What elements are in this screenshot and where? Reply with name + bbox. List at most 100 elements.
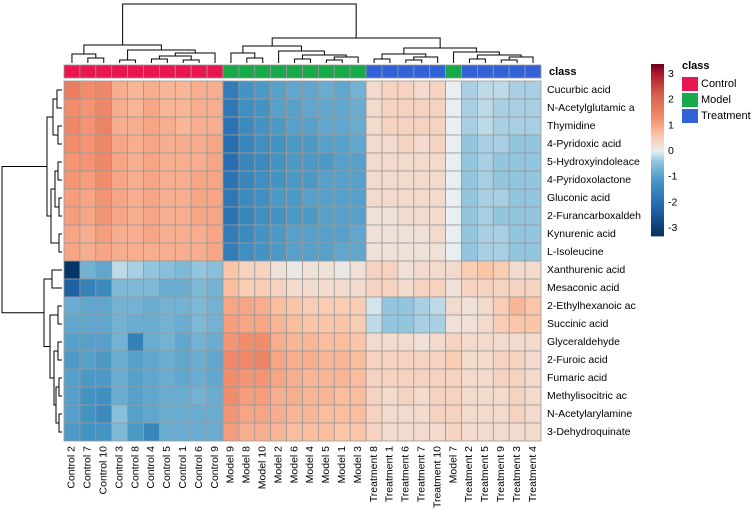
colorbar-segment (651, 142, 664, 145)
heatmap-cell (333, 368, 351, 388)
heatmap-cell (317, 116, 335, 136)
heatmap-cell (286, 278, 303, 298)
heatmap-cell (270, 98, 288, 118)
heatmap-cell (508, 80, 526, 100)
heatmap-cell (445, 170, 462, 190)
heatmap-cell (63, 242, 81, 262)
heatmap-cell (158, 278, 176, 298)
row-label: Thymidine (547, 120, 596, 132)
column-labels: Control 2 Control 7 Control 10 Control 3 Con… (66, 446, 539, 508)
heatmap-cell (302, 98, 319, 118)
column-label: Control 9 (209, 446, 221, 489)
class-annotation-cell (158, 64, 176, 79)
heatmap-cell (524, 98, 542, 118)
column-label: Control 2 (66, 446, 78, 489)
heatmap-cell (524, 116, 542, 136)
heatmap-cell (254, 98, 272, 118)
class-annotation-cell (524, 64, 542, 79)
heatmap-cell (174, 332, 192, 352)
heatmap-cell (190, 170, 208, 190)
heatmap-cell (270, 350, 288, 370)
heatmap-cell (174, 188, 192, 208)
column-label: Treatment 8 (368, 446, 380, 502)
heatmap-cell (333, 170, 351, 190)
heatmap-cell (476, 278, 494, 298)
heatmap-cell (238, 188, 256, 208)
heatmap-cell (492, 206, 510, 226)
heatmap-cell (143, 134, 160, 154)
heatmap-cell (270, 422, 288, 442)
heatmap-cell (158, 116, 176, 136)
heatmap-cell (79, 296, 97, 316)
column-label: Model 8 (241, 446, 253, 484)
heatmap-cell (174, 152, 192, 172)
colorbar-segment (651, 192, 664, 195)
heatmap-cell (127, 350, 144, 370)
colorbar-segment (651, 158, 664, 161)
heatmap-cell (190, 188, 208, 208)
colorbar-segment (651, 100, 664, 103)
colorbar-segment (651, 164, 664, 167)
heatmap-cell (111, 206, 128, 226)
heatmap-cell (381, 80, 399, 100)
heatmap-cell (254, 404, 272, 424)
heatmap-cell (79, 80, 97, 100)
heatmap-cell (158, 350, 176, 370)
heatmap-cell (174, 314, 192, 334)
heatmap-cell (270, 386, 288, 406)
heatmap-cell (476, 386, 494, 406)
row-label: Xanthurenic acid (547, 264, 625, 276)
heatmap-cell (127, 296, 144, 316)
heatmap-cell (492, 278, 510, 298)
heatmap-cell (397, 224, 415, 244)
heatmap-cell (349, 422, 367, 442)
heatmap-cell (365, 422, 383, 442)
heatmap-cell (476, 332, 494, 352)
heatmap-cell (508, 260, 526, 280)
heatmap-cell (524, 206, 542, 226)
heatmap-cell (158, 206, 176, 226)
column-label: Treatment 5 (479, 446, 491, 502)
heatmap-cell (397, 170, 415, 190)
legend-label: Treatment (701, 110, 751, 122)
heatmap-cell (461, 188, 478, 208)
heatmap-cell (111, 386, 128, 406)
heatmap-cell (79, 278, 97, 298)
heatmap-cell (413, 98, 431, 118)
colorbar-segment (651, 92, 664, 95)
heatmap-cell (508, 206, 526, 226)
heatmap-cell (445, 404, 462, 424)
heatmap-cell (445, 260, 462, 280)
heatmap-cell (190, 242, 208, 262)
heatmap-cell (238, 422, 256, 442)
heatmap-cell (397, 134, 415, 154)
heatmap-cell (461, 80, 478, 100)
heatmap-cell (365, 368, 383, 388)
heatmap-cell (222, 278, 240, 298)
colorbar-tick-label: 0 (668, 145, 674, 157)
heatmap-cell (413, 368, 431, 388)
heatmap-cell (190, 278, 208, 298)
colorbar-segment (651, 110, 664, 113)
heatmap-cell (238, 314, 256, 334)
heatmap-cell (270, 368, 288, 388)
heatmap-cell (174, 296, 192, 316)
row-label: 4-Pyridoxic acid (547, 138, 621, 150)
heatmap-cell (238, 368, 256, 388)
heatmap-cell (397, 332, 415, 352)
heatmap-cell (461, 278, 478, 298)
heatmap-cell (461, 152, 478, 172)
heatmap-cell (445, 278, 462, 298)
heatmap-cell (524, 242, 542, 262)
heatmap-cell (365, 314, 383, 334)
heatmap-cell (381, 224, 399, 244)
heatmap-cell (302, 296, 319, 316)
row-label: Succinic acid (547, 318, 608, 330)
heatmap-cell (79, 368, 97, 388)
column-label: Control 3 (113, 446, 125, 489)
heatmap-cell (95, 116, 113, 136)
column-label: Treatment 6 (400, 446, 412, 502)
heatmap-cell (143, 206, 160, 226)
colorbar-tick-label: -1 (668, 171, 677, 183)
heatmap-cell (158, 80, 176, 100)
